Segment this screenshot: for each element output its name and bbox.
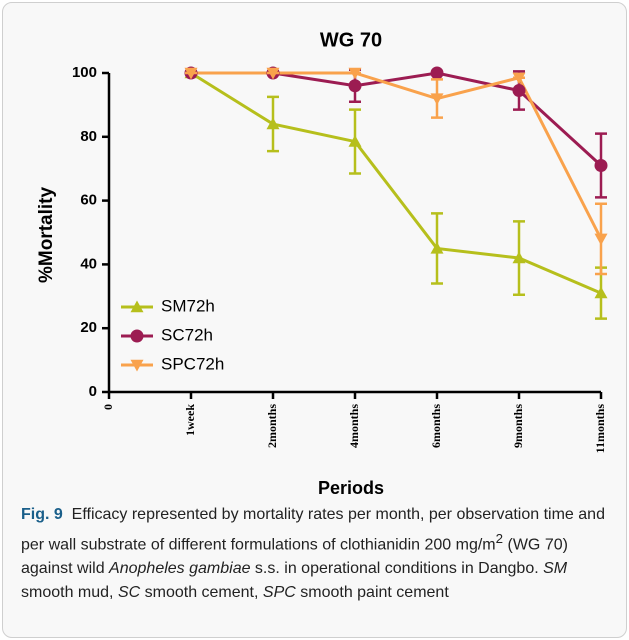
x-tick-label: 9months	[511, 404, 525, 448]
marker	[348, 67, 362, 80]
y-tick-label: 40	[80, 255, 97, 272]
caption-text: smooth cement,	[140, 584, 263, 602]
chart-title: WG 70	[320, 29, 382, 51]
chart: WG 70 %Mortality Periods 0 20 40 60 80 100 0 1w…	[36, 29, 608, 498]
caption-text: Efficacy represented by mortality rates …	[21, 506, 610, 554]
legend-label: SC72h	[161, 325, 213, 344]
y-tick-label: 100	[72, 64, 97, 81]
legend-label: SM72h	[161, 296, 215, 315]
x-tick-label: 11months	[593, 404, 607, 454]
caption-text: smooth mud,	[21, 560, 572, 602]
marker	[512, 84, 526, 98]
marker	[430, 66, 444, 80]
marker	[512, 72, 526, 85]
legend-marker	[130, 359, 144, 372]
y-axis-label: %Mortality	[36, 187, 57, 284]
marker	[430, 241, 444, 254]
caption-text: smooth paint cement	[295, 584, 449, 602]
y-tick-label: 60	[80, 192, 97, 209]
marker	[512, 251, 526, 264]
marker	[430, 93, 444, 106]
x-tick-label: 4months	[347, 404, 361, 448]
marker	[594, 159, 608, 173]
marker	[266, 67, 280, 80]
marker	[594, 286, 608, 299]
series-line	[191, 71, 603, 240]
marker	[348, 135, 362, 147]
x-tick-label: 2months	[265, 404, 279, 448]
marker	[348, 79, 362, 93]
legend-label: SPC72h	[161, 354, 224, 373]
caption-label: Fig. 9	[21, 506, 63, 523]
series-line	[190, 71, 602, 295]
marker	[594, 233, 608, 246]
x-tick-label: 6months	[429, 404, 443, 448]
caption: Fig. 9 Efficacy represented by mortality…	[21, 503, 616, 605]
caption-text: SPC	[262, 584, 296, 602]
caption-text: SM	[543, 560, 568, 578]
marker	[266, 117, 280, 130]
caption-text: SC	[117, 584, 141, 602]
x-tick-label: 1week	[183, 404, 197, 436]
y-tick-label: 80	[80, 128, 97, 145]
x-tick-label: 0	[101, 404, 115, 410]
caption-text: 2	[495, 531, 504, 546]
marker	[184, 67, 198, 80]
caption-text: Anopheles gambiae	[109, 560, 251, 578]
y-tick-label: 0	[89, 383, 97, 400]
legend-marker	[130, 300, 144, 313]
legend-marker	[130, 329, 144, 343]
caption-text: s.s. in operational conditions in Dangbo…	[250, 560, 544, 578]
caption-text: (WG 70) against wild	[21, 536, 573, 578]
y-tick-label: 20	[80, 319, 97, 336]
x-axis-label: Periods	[318, 478, 384, 498]
